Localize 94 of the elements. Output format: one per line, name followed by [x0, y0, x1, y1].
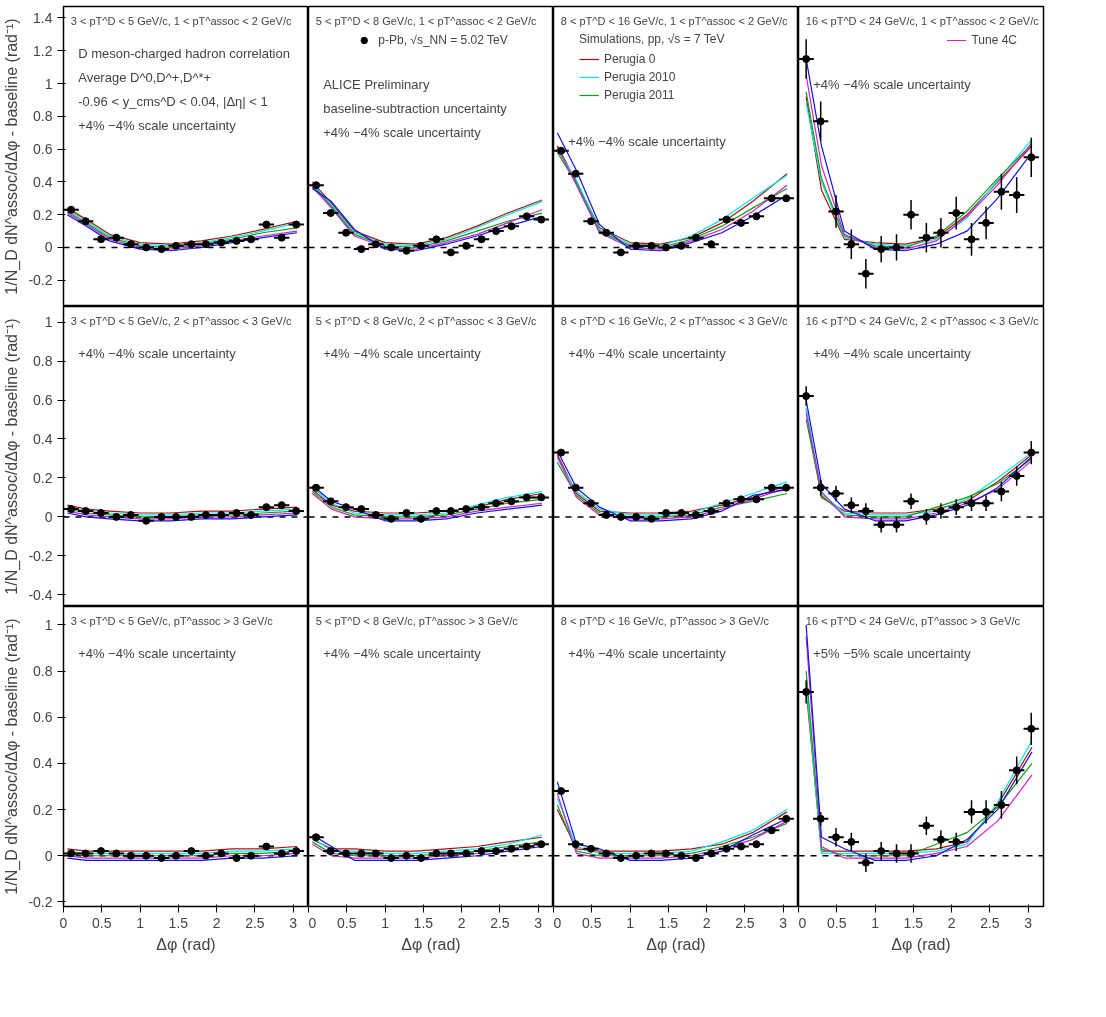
y-tick-label: 0 [44, 847, 53, 864]
y-tick-label: 1 [44, 75, 53, 92]
y-tick-label: 1 [44, 616, 53, 633]
x-axis-title: Δφ (rad) [646, 935, 706, 953]
y-tick-label: 1.2 [33, 42, 53, 59]
y-tick-label: 0.8 [33, 663, 53, 680]
x-tick-label: 1 [871, 914, 880, 931]
x-tick-label: 3 [1024, 914, 1033, 931]
x-tick-label: 3 [779, 914, 788, 931]
text: 8 < pT^D < 16 GeV/c, pT^assoc > 3 GeV/c [560, 614, 770, 627]
x-tick-label: 2 [457, 914, 466, 931]
annotation: +4% −4% scale uncertainty [323, 645, 482, 661]
annotation: -0.96 < y_cms^D < 0.04, |Δη| < 1 [78, 93, 268, 109]
annotation: ALICE Preliminary [323, 76, 430, 92]
x-tick-label: 0.5 [337, 914, 357, 931]
x-tick-label: 2.5 [245, 914, 265, 931]
annotation: +4% −4% scale uncertainty [568, 133, 727, 149]
annotation: +5% −5% scale uncertainty [813, 645, 972, 661]
annotation: +4% −4% scale uncertainty [813, 345, 972, 361]
x-tick-label: 0 [308, 914, 317, 931]
y-tick-label: 1 [44, 314, 53, 331]
x-tick-label: 1.5 [658, 914, 679, 931]
annotation: +4% −4% scale uncertainty [78, 345, 237, 361]
text: 5 < pT^D < 8 GeV/c, 1 < pT^assoc < 2 GeV/c [315, 14, 537, 27]
y-tick-label: 0 [44, 508, 53, 525]
y-tick-label: -0.2 [28, 547, 53, 564]
x-tick-label: 1 [381, 914, 390, 931]
y-tick-label: 0.6 [33, 141, 53, 158]
legend-label: Perugia 2011 [604, 87, 675, 103]
y-tick-label: 0.6 [33, 709, 53, 726]
x-axis-title: Δφ (rad) [401, 935, 461, 953]
annotation: baseline-subtraction uncertainty [323, 100, 508, 116]
y-axis-title: 1/N_D dN^assoc/dΔφ - baseline (rad⁻¹) [3, 18, 22, 295]
y-tick-label: 0.4 [33, 173, 53, 190]
text: 5 < pT^D < 8 GeV/c, pT^assoc > 3 GeV/c [315, 614, 519, 627]
y-tick-label: 0.4 [33, 755, 53, 772]
y-tick-label: 1.4 [33, 9, 53, 26]
y-tick-label: 0.2 [33, 469, 53, 486]
y-axis-title: 1/N_D dN^assoc/dΔφ - baseline (rad⁻¹) [3, 618, 22, 895]
x-tick-label: 0 [798, 914, 807, 931]
y-tick-label: -0.4 [28, 586, 53, 603]
x-tick-label: 1.5 [413, 914, 434, 931]
x-tick-label: 0 [553, 914, 562, 931]
y-tick-label: 0.2 [33, 801, 53, 818]
x-tick-label: 0.5 [582, 914, 602, 931]
annotation: +4% −4% scale uncertainty [813, 76, 972, 92]
x-axis-title: Δφ (rad) [891, 935, 951, 953]
y-tick-label: 0.6 [33, 392, 53, 409]
text: 5 < pT^D < 8 GeV/c, 2 < pT^assoc < 3 GeV/c [315, 314, 537, 327]
text: 3 < pT^D < 5 GeV/c, 2 < pT^assoc < 3 GeV/c [70, 314, 292, 327]
y-tick-label: 0 [44, 239, 53, 256]
x-tick-label: 0.5 [827, 914, 847, 931]
x-tick-label: 1 [626, 914, 635, 931]
annotation: D meson-charged hadron correlation [78, 45, 290, 61]
legend-title: Simulations, pp, √s = 7 TeV [579, 32, 725, 46]
text: 16 < pT^D < 24 GeV/c, 1 < pT^assoc < 2 GeV/c [805, 14, 1040, 27]
x-tick-label: 1.5 [168, 914, 189, 931]
x-tick-label: 3 [289, 914, 298, 931]
x-axis-title: Δφ (rad) [156, 935, 216, 953]
text: 3 < pT^D < 5 GeV/c, 1 < pT^assoc < 2 GeV/c [70, 14, 292, 27]
x-tick-label: 0 [59, 914, 68, 931]
legend-label: Perugia 2010 [604, 69, 676, 85]
legend-label: Perugia 0 [604, 51, 656, 67]
annotation: Average D^0,D^+,D^*+ [78, 69, 212, 85]
x-tick-label: 2 [212, 914, 221, 931]
x-tick-label: 1.5 [903, 914, 924, 931]
text: 8 < pT^D < 16 GeV/c, 1 < pT^assoc < 2 GeV/c [560, 14, 789, 27]
annotation: +4% −4% scale uncertainty [323, 345, 482, 361]
annotation: +4% −4% scale uncertainty [323, 124, 482, 140]
text: 16 < pT^D < 24 GeV/c, 2 < pT^assoc < 3 GeV/c [805, 314, 1040, 327]
x-tick-label: 1 [136, 914, 145, 931]
x-tick-label: 0.5 [92, 914, 112, 931]
legend-label: Tune 4C [971, 32, 1017, 48]
x-tick-label: 2 [702, 914, 711, 931]
y-tick-label: 0.4 [33, 430, 53, 447]
legend-label: p-Pb, √s_NN = 5.02 TeV [378, 32, 508, 48]
text: 8 < pT^D < 16 GeV/c, 2 < pT^assoc < 3 GeV/c [560, 314, 789, 327]
y-tick-label: 0.8 [33, 353, 53, 370]
text: 16 < pT^D < 24 GeV/c, pT^assoc > 3 GeV/c [805, 614, 1021, 627]
y-axis-title: 1/N_D dN^assoc/dΔφ - baseline (rad⁻¹) [3, 318, 22, 595]
y-tick-label: 0.2 [33, 206, 53, 223]
x-tick-label: 2 [947, 914, 956, 931]
y-tick-label: -0.2 [28, 272, 53, 289]
y-tick-label: 0.8 [33, 108, 53, 125]
x-tick-label: 3 [534, 914, 543, 931]
annotation: +4% −4% scale uncertainty [568, 645, 727, 661]
text: 3 < pT^D < 5 GeV/c, pT^assoc > 3 GeV/c [70, 614, 274, 627]
x-tick-label: 2.5 [490, 914, 510, 931]
x-tick-label: 2.5 [735, 914, 755, 931]
annotation: +4% −4% scale uncertainty [568, 345, 727, 361]
y-tick-label: -0.2 [28, 893, 53, 910]
x-tick-label: 2.5 [980, 914, 1000, 931]
annotation: +4% −4% scale uncertainty [78, 117, 237, 133]
annotation: +4% −4% scale uncertainty [78, 645, 237, 661]
